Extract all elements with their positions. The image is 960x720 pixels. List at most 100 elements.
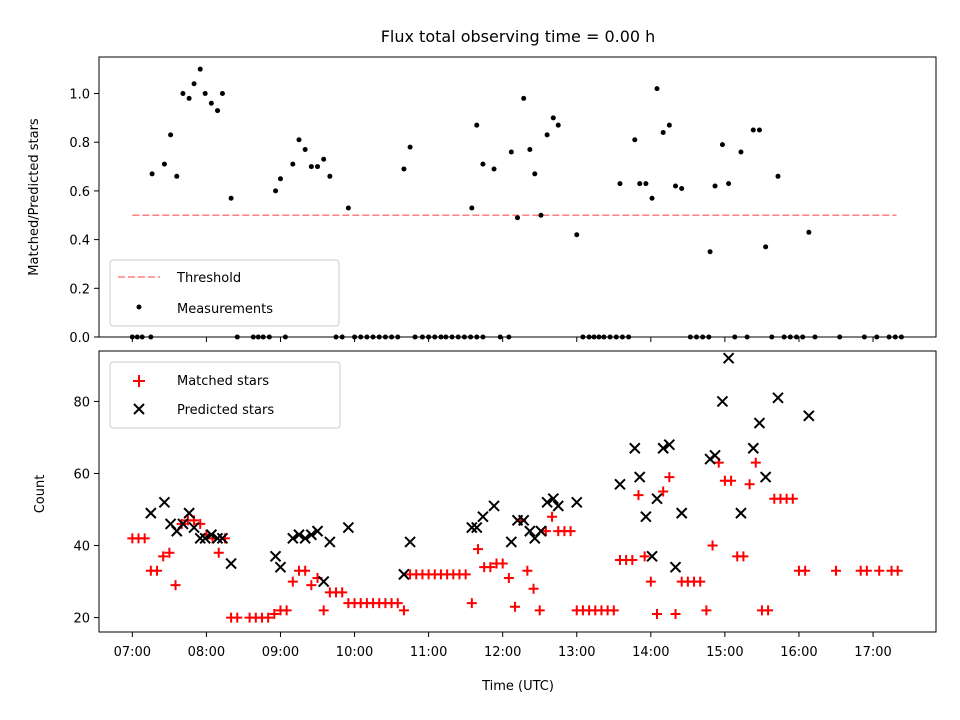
measurement-point (186, 95, 192, 101)
predicted-star-point (675, 507, 688, 519)
predicted-star-point (145, 507, 157, 519)
predicted-star-point (759, 471, 772, 483)
measurement-point (679, 185, 685, 191)
predicted-star-point (651, 492, 663, 505)
matched-star-point (738, 551, 749, 562)
matched-star-point (608, 605, 619, 616)
predicted-star-point (803, 410, 815, 422)
matched-star-point (892, 565, 903, 576)
measurement-point (555, 122, 561, 128)
matched-star-point (152, 565, 163, 576)
top-y-tick-label: 0.8 (69, 136, 90, 151)
measurement-point (168, 132, 174, 138)
predicted-star-point (772, 392, 784, 404)
predicted-star-point (634, 471, 646, 483)
measurement-point (491, 166, 497, 172)
matched-star-point (874, 565, 885, 576)
predicted-star-point (614, 478, 626, 491)
predicted-legend-label: Predicted stars (177, 403, 274, 418)
predicted-star-point (477, 511, 489, 523)
predicted-star-point (552, 500, 564, 512)
predicted-star-point (199, 532, 211, 545)
matched-star-point (707, 540, 718, 551)
bottom-y-tick-label: 80 (73, 395, 90, 410)
measurement-point (315, 164, 321, 170)
measurement-point (480, 161, 486, 167)
measurement-point (544, 132, 550, 138)
predicted-star-point (317, 575, 330, 588)
measurement-point (296, 137, 302, 143)
measurement-point (643, 181, 649, 187)
bottom-panel-frame (98, 350, 937, 633)
matched-star-point (337, 587, 348, 598)
predicted-star-point (571, 496, 583, 509)
matched-star-point (639, 551, 650, 562)
predicted-star-point (216, 532, 229, 545)
measurement-point (738, 149, 744, 155)
predicted-star-point (274, 561, 287, 573)
matched-star-point (460, 569, 471, 580)
measurement-point (637, 181, 643, 187)
measurement-point (474, 122, 480, 128)
matched-star-point (306, 580, 317, 591)
measurement-point (197, 66, 203, 72)
matched-star-point (139, 533, 150, 544)
measurements-legend-swatch (136, 304, 142, 310)
predicted-star-point (646, 550, 658, 563)
measurement-point (527, 147, 533, 153)
measurement-point (775, 173, 781, 179)
predicted-star-point (324, 536, 336, 548)
predicted-star-point (177, 518, 189, 530)
bottom-y-tick-label: 20 (73, 612, 90, 627)
measurement-point (750, 127, 756, 133)
predicted-star-point (471, 521, 483, 534)
matched-star-point (392, 598, 403, 609)
measurement-point (632, 137, 638, 143)
predicted-star-point (669, 561, 682, 573)
measurement-point (208, 100, 214, 106)
matched-star-point (398, 605, 409, 616)
measurement-point (574, 232, 580, 238)
x-tick-label: 08:00 (188, 645, 225, 660)
matched-star-point (263, 612, 274, 623)
top-panel: 0.0 0.2 0.4 0.6 0.8 1.0 Matched/Predicted sta… (27, 56, 937, 346)
x-tick-label: 11:00 (410, 645, 447, 660)
measurement-point (532, 171, 538, 177)
bottom-legend-box (109, 361, 341, 429)
predicted-star-point (709, 449, 721, 462)
predicted-star-point (404, 536, 416, 548)
matched-star-point (627, 554, 638, 565)
predicted-star-point (269, 550, 282, 563)
matched-star-point (534, 605, 545, 616)
predicted-star-point (735, 507, 747, 519)
bottom-y-axis-label: Count (33, 475, 48, 514)
x-axis-label: Time (UTC) (481, 679, 554, 694)
predicted-star-point (158, 496, 171, 509)
matched-star-point (528, 583, 539, 594)
measurement-point (719, 142, 725, 148)
top-y-tick-label: 0.4 (69, 234, 90, 249)
bottom-y-tick-label: 40 (73, 540, 90, 555)
matched-star-point (800, 565, 811, 576)
measurement-point (707, 249, 713, 255)
predicted-star-point (287, 532, 299, 545)
threshold-legend-label: Threshold (176, 271, 241, 286)
matched-star-point (485, 562, 496, 573)
top-panel-frame (98, 56, 937, 338)
measurement-point (191, 81, 197, 87)
matched-star-point (763, 605, 774, 616)
matched-star-point (726, 475, 737, 486)
measurements-legend-label: Measurements (177, 302, 273, 317)
predicted-star-point (535, 525, 547, 537)
matched-star-point (158, 551, 169, 562)
matched-star-point (472, 544, 483, 555)
matched-star-point (744, 479, 755, 490)
matched-star-point (750, 457, 761, 468)
matched-star-point (565, 526, 576, 537)
measurement-point (508, 149, 514, 155)
matched-star-point (318, 605, 329, 616)
matched-legend-swatch (133, 375, 145, 387)
predicted-star-point (311, 525, 324, 537)
measurement-point (654, 86, 660, 92)
predicted-star-point (466, 521, 478, 534)
